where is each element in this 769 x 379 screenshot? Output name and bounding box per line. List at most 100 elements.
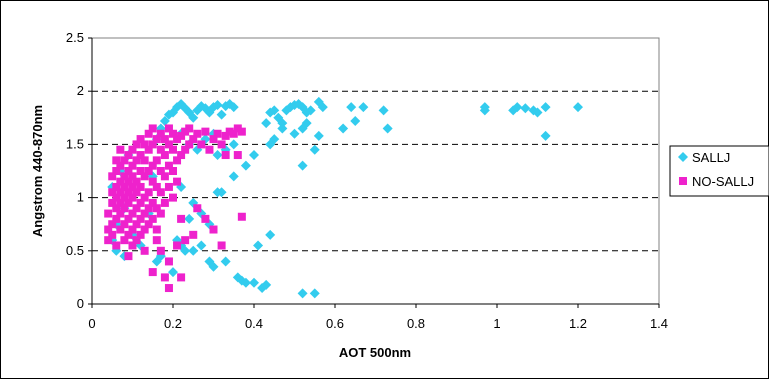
data-point bbox=[132, 140, 141, 149]
data-point bbox=[177, 151, 186, 160]
x-tick-label: 1 bbox=[493, 316, 500, 331]
data-point bbox=[313, 130, 324, 141]
x-tick-label: 1.4 bbox=[650, 316, 668, 331]
data-point bbox=[152, 225, 161, 234]
data-point bbox=[104, 209, 113, 218]
data-point bbox=[108, 188, 117, 197]
data-point bbox=[144, 129, 153, 138]
data-point bbox=[209, 135, 218, 144]
y-axis-title: Angstrom 440-870nm bbox=[30, 105, 45, 237]
data-points bbox=[104, 96, 583, 299]
data-point bbox=[209, 225, 218, 234]
data-point bbox=[148, 177, 157, 186]
data-point bbox=[181, 236, 190, 245]
data-point bbox=[132, 236, 141, 245]
data-point bbox=[136, 135, 145, 144]
data-point bbox=[221, 151, 230, 160]
data-point bbox=[169, 167, 177, 175]
data-point bbox=[305, 105, 316, 116]
data-point bbox=[216, 187, 227, 198]
data-point bbox=[128, 182, 137, 191]
data-point bbox=[193, 204, 202, 213]
data-point bbox=[212, 150, 223, 161]
data-point bbox=[188, 112, 199, 123]
data-point bbox=[108, 230, 117, 239]
data-point bbox=[228, 139, 239, 150]
data-point bbox=[160, 198, 169, 207]
data-point bbox=[160, 135, 169, 144]
data-point bbox=[156, 188, 165, 197]
data-point bbox=[277, 118, 288, 129]
data-point bbox=[148, 214, 157, 223]
data-point bbox=[233, 151, 242, 160]
data-point bbox=[261, 279, 272, 290]
data-point bbox=[173, 135, 182, 144]
data-point bbox=[128, 193, 137, 202]
data-point bbox=[136, 230, 145, 239]
data-point bbox=[140, 156, 149, 165]
data-point bbox=[249, 277, 259, 288]
data-point bbox=[152, 135, 161, 144]
series-sallj bbox=[107, 96, 583, 299]
data-point bbox=[217, 241, 226, 250]
data-point bbox=[520, 103, 531, 114]
data-point bbox=[140, 172, 149, 181]
data-point bbox=[201, 127, 210, 136]
data-point bbox=[240, 277, 251, 288]
data-point bbox=[297, 288, 308, 299]
data-point bbox=[177, 131, 186, 140]
data-point bbox=[220, 256, 231, 267]
data-point bbox=[189, 230, 198, 239]
data-point bbox=[160, 172, 169, 181]
data-point bbox=[338, 123, 349, 134]
data-point bbox=[124, 177, 133, 186]
data-point bbox=[156, 129, 165, 138]
plot-area bbox=[91, 37, 660, 305]
data-point bbox=[124, 252, 133, 261]
data-point bbox=[132, 204, 141, 213]
data-point bbox=[152, 236, 161, 245]
data-point bbox=[237, 212, 246, 221]
data-point bbox=[120, 172, 129, 181]
data-point bbox=[136, 214, 145, 223]
legend-marker-no-sallj bbox=[679, 177, 687, 185]
data-point bbox=[120, 220, 129, 229]
y-tick-label: 2 bbox=[77, 83, 84, 98]
data-point bbox=[169, 193, 177, 202]
data-point bbox=[181, 127, 190, 136]
data-point bbox=[169, 145, 177, 154]
data-point bbox=[148, 124, 157, 133]
data-point bbox=[378, 105, 389, 116]
data-point bbox=[540, 130, 551, 141]
legend-label-sallj: SALLJ bbox=[692, 150, 730, 165]
data-point bbox=[297, 160, 308, 171]
data-point bbox=[197, 140, 206, 149]
data-point bbox=[249, 150, 259, 161]
data-point bbox=[221, 131, 230, 140]
data-point bbox=[140, 140, 149, 149]
data-point bbox=[108, 198, 117, 207]
data-point bbox=[289, 128, 300, 139]
data-point bbox=[382, 123, 393, 134]
y-tick-label: 1.5 bbox=[66, 136, 84, 151]
data-point bbox=[120, 204, 129, 213]
data-point bbox=[185, 124, 194, 133]
axes bbox=[91, 38, 659, 305]
data-point bbox=[277, 123, 288, 134]
data-point bbox=[180, 245, 191, 256]
legend: SALLJ NO-SALLJ bbox=[669, 145, 769, 197]
data-point bbox=[151, 256, 162, 267]
data-point bbox=[479, 102, 490, 113]
data-point bbox=[213, 129, 222, 138]
data-point bbox=[136, 167, 145, 175]
data-point bbox=[116, 177, 125, 186]
data-point bbox=[132, 220, 141, 229]
data-point bbox=[116, 188, 125, 197]
data-point bbox=[152, 156, 161, 165]
data-point bbox=[136, 182, 145, 191]
data-point bbox=[193, 129, 202, 138]
data-point bbox=[205, 145, 214, 154]
data-point bbox=[144, 220, 153, 229]
data-point bbox=[136, 198, 145, 207]
